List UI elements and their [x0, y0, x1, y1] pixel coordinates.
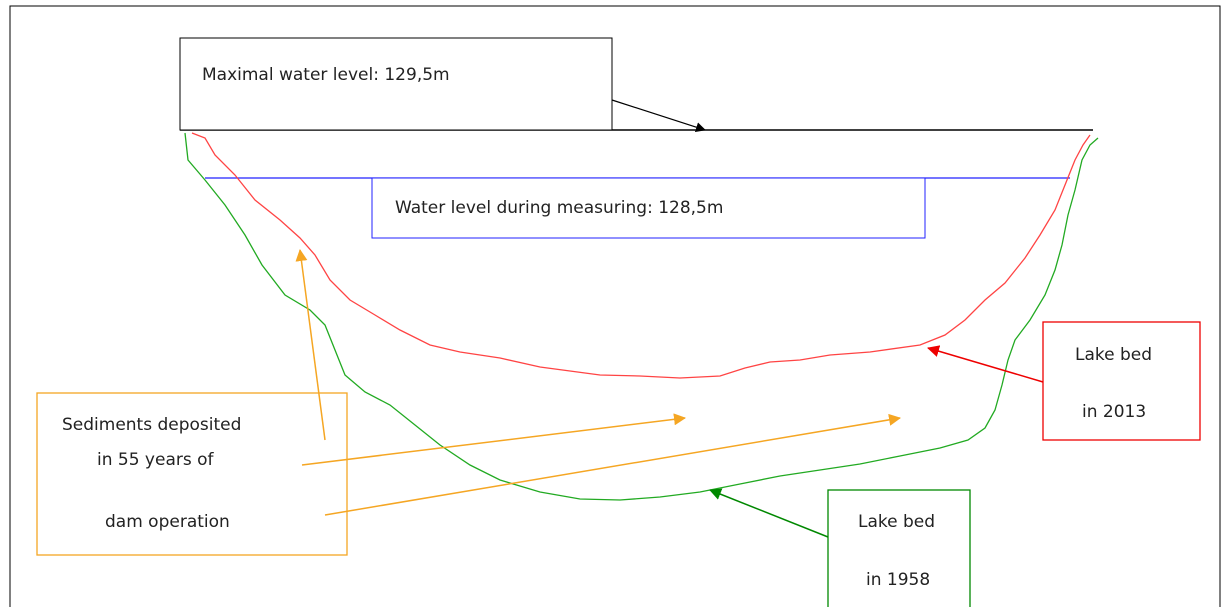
arrow: [709, 488, 829, 538]
measuring-level-label: Water level during measuring: 128,5m: [395, 198, 723, 218]
sediments-label: dam operation: [105, 512, 230, 532]
arrow: [301, 413, 686, 466]
sediments-box: [36, 392, 348, 556]
bed-1958-curve: [184, 132, 1099, 501]
sediments-label: in 55 years of: [97, 450, 215, 470]
bed-2013-label: Lake bed: [1075, 345, 1152, 365]
arrow: [324, 413, 901, 516]
bed-1958-label: in 1958: [866, 570, 930, 590]
measuring-level-box: [371, 177, 926, 239]
max-level-box: [179, 37, 613, 131]
bed-1958-box: [827, 489, 971, 607]
sediments-label: Sediments deposited: [62, 415, 241, 435]
arrow: [927, 345, 1044, 383]
bed-2013-box: [1042, 321, 1201, 441]
bed-2013-curve: [191, 132, 1091, 379]
arrow: [611, 99, 706, 132]
arrow: [295, 249, 326, 441]
bed-1958-label: Lake bed: [858, 512, 935, 532]
frame: [9, 5, 1221, 607]
max-level-label: Maximal water level: 129,5m: [202, 65, 450, 85]
bed-2013-label: in 2013: [1082, 402, 1146, 422]
